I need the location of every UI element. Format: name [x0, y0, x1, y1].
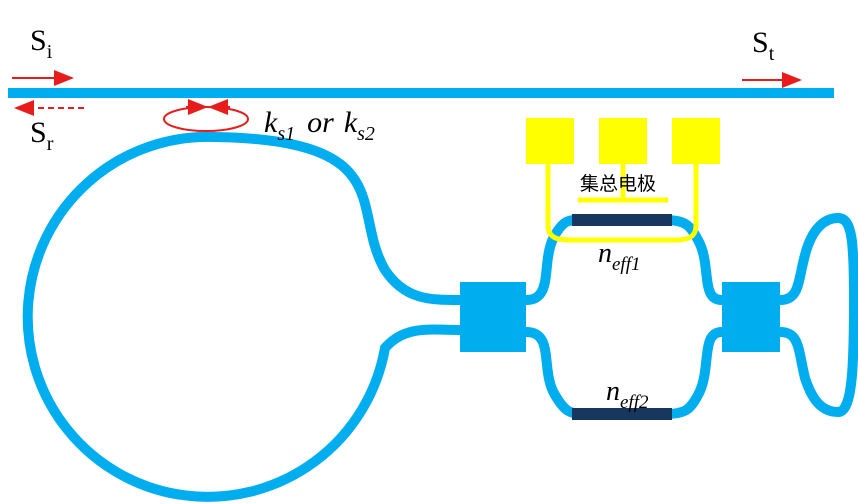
s-i-sub: i	[47, 41, 53, 63]
s-t-sub: t	[769, 43, 775, 65]
s-t-label: S	[752, 26, 769, 59]
electrode-label: 集总电极	[580, 173, 656, 195]
neff1-sub: eff1	[612, 254, 641, 275]
phase-section-1	[572, 214, 672, 226]
neff1-label: n	[598, 238, 612, 269]
svg-text:St: St	[752, 26, 775, 65]
svg-text:Sr: Sr	[30, 116, 54, 155]
feedback-loop	[779, 212, 858, 418]
svg-text:Si: Si	[30, 24, 53, 63]
electrode-pad-center	[599, 118, 647, 164]
s-r-sub: r	[47, 133, 54, 155]
k-or-label: or	[307, 106, 334, 139]
k-s2-sub: s2	[357, 123, 375, 145]
k-s1-sub: s1	[277, 123, 295, 145]
s-i-label: S	[30, 24, 47, 57]
ring-waveguide	[22, 131, 461, 502]
electrode-outer-lead	[545, 164, 699, 243]
neff2-label: n	[606, 376, 620, 407]
neff2-sub: eff2	[620, 392, 649, 413]
k-s2-label: k	[344, 106, 358, 139]
left-coupler	[460, 282, 526, 352]
bus-waveguide	[8, 88, 834, 98]
svg-text:neff1: neff1	[598, 238, 641, 275]
right-coupler	[722, 282, 780, 352]
electrode-pad-left	[526, 118, 574, 164]
phase-section-2	[572, 408, 672, 420]
electrode-pad-right	[672, 118, 720, 164]
s-r-label: S	[30, 116, 47, 149]
svg-text:neff2: neff2	[606, 376, 649, 413]
k-s1-label: k	[264, 106, 278, 139]
coupling-ellipse	[163, 106, 249, 132]
